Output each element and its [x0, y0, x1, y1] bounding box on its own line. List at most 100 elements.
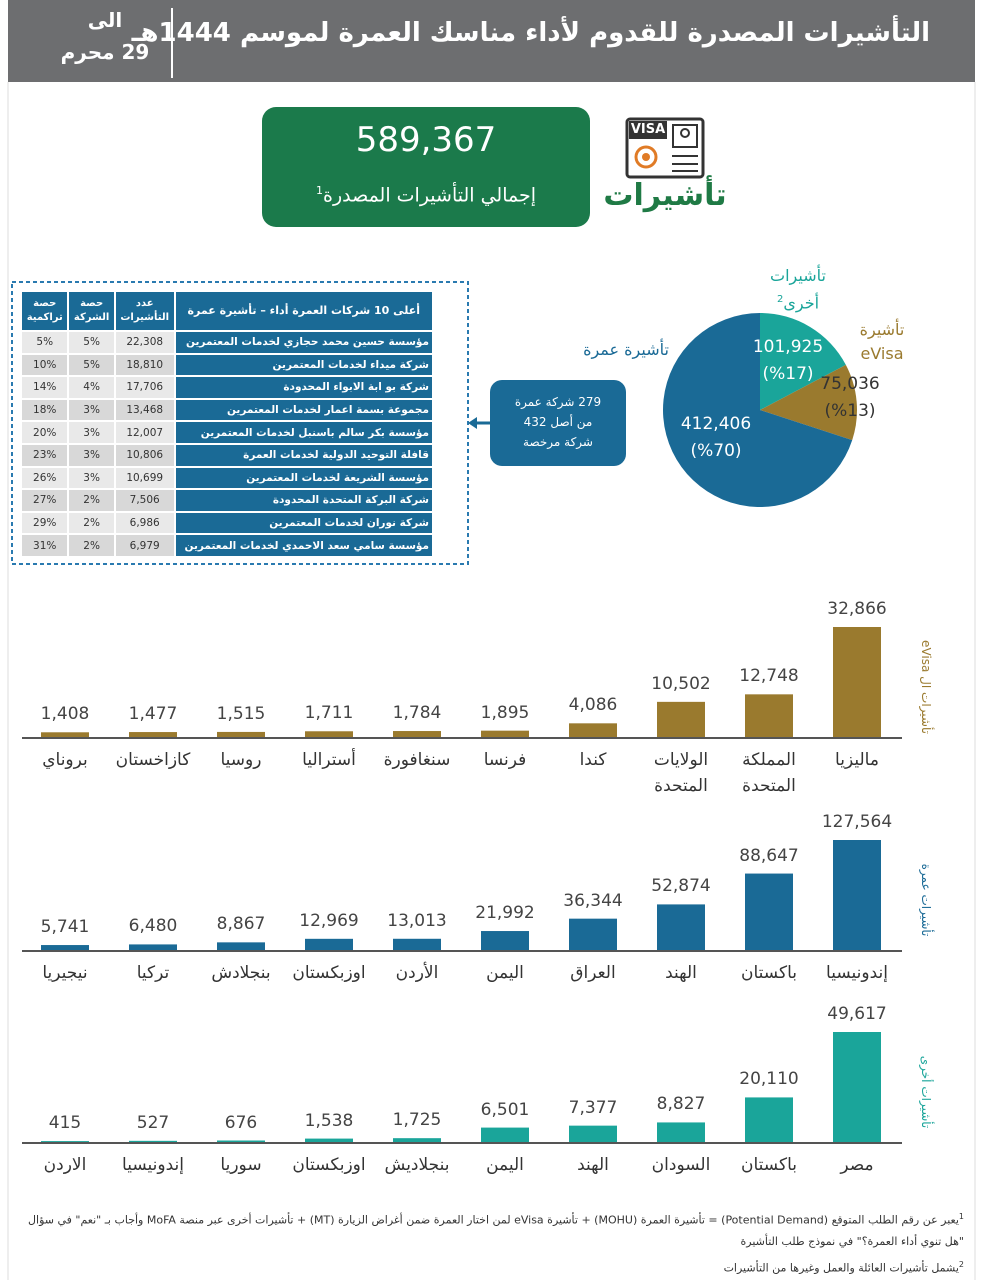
table-header-cell: أعلى 10 شركات العمرة أداء – تأشيرة عمرة	[173, 290, 435, 332]
value-label: 52,874	[651, 876, 711, 897]
table-row: مؤسسة سامي سعد الاحمدي لخدمات المعتمرين 6…	[19, 533, 435, 558]
table-name-cell: مؤسسة حسين محمد حجازي لخدمات المعتمرين	[173, 330, 435, 355]
value-label: 1,477	[128, 704, 178, 725]
category-label: سوريا	[220, 1155, 262, 1175]
value-label: 1,725	[392, 1110, 442, 1131]
table-name-cell: مؤسسة بكر سالم باسنبل لخدمات المعتمرين	[173, 420, 435, 445]
callout-line: 279 شركة عمرة	[514, 395, 602, 409]
table-row: مؤسسة حسين محمد حجازي لخدمات المعتمرين 22…	[19, 330, 435, 355]
category-label: الولايات المتحدة	[653, 750, 709, 796]
pie-value-label: 101,925	[752, 337, 824, 357]
value-label: 1,711	[304, 703, 354, 724]
table-name-cell: مؤسسة سامي سعد الاحمدي لخدمات المعتمرين	[173, 533, 435, 558]
table-header-cell: عدد التأشيرات	[113, 290, 176, 332]
category-label: بنجلاديش	[384, 1155, 450, 1175]
table-number-cell: 3%	[67, 442, 116, 468]
table-number-cell: 6,979	[113, 533, 176, 558]
category-label: الهند	[665, 963, 697, 983]
bar	[833, 627, 881, 737]
callout-arrowhead	[468, 417, 477, 429]
category-label: اليمن	[486, 963, 524, 983]
table-name-cell: شركة نوران لخدمات المعتمرين	[173, 510, 435, 536]
pie-slice	[662, 313, 853, 507]
callout-box	[490, 380, 626, 466]
table-number-cell: 14%	[19, 375, 70, 400]
category-label: ماليزيا	[835, 750, 879, 770]
icon-label: تأشيرات	[603, 178, 727, 213]
value-label: 8,827	[656, 1094, 706, 1115]
table-number-cell: 5%	[67, 330, 116, 355]
icon-text: VISA	[630, 122, 666, 137]
table-number-cell: 13,468	[113, 397, 176, 423]
bar	[129, 732, 177, 737]
footnote-mark: 1	[958, 1212, 964, 1221]
table-row: مجموعة بسمة اعمار لخدمات المعتمرين 13,468…	[19, 397, 435, 423]
table-header-cell: حصة تراكمية	[19, 290, 70, 332]
table-number-cell: 31%	[19, 533, 70, 558]
category-label: سنغافورة	[383, 750, 451, 770]
pie-value-label: 412,406	[680, 414, 752, 434]
pie-percent-label: (%13)	[824, 401, 876, 421]
table-number-cell: 7,506	[113, 488, 176, 513]
pie-percent-label: (%70)	[690, 441, 742, 461]
pie-category: تأشيرة عمرة	[583, 340, 669, 359]
table-number-cell: 3%	[67, 397, 116, 423]
value-label: 4,086	[568, 695, 618, 716]
bar	[745, 1097, 793, 1142]
bar	[657, 1122, 705, 1142]
table-name-cell: شركة البركة المتحدة المحدودة	[173, 488, 435, 513]
category-label: فرنسا	[483, 750, 527, 770]
footnote-mark: 2	[958, 1259, 964, 1269]
bar	[481, 1127, 529, 1142]
table-number-cell: 4%	[67, 375, 116, 400]
pie-note: 2	[776, 294, 784, 305]
table-name-cell: مؤسسة الشريعة لخدمات المعتمرين	[173, 465, 435, 491]
table-number-cell: 26%	[19, 465, 70, 491]
category-label: العراق	[570, 963, 616, 983]
bar	[569, 723, 617, 737]
table-row: شركة بو ابة الابواء المحدودة 17,706 4% 14%	[19, 375, 435, 400]
callout: 279 شركة عمرة من أصل 432 شركة مرخصة	[490, 392, 626, 452]
table-number-cell: 10,699	[113, 465, 176, 491]
category-label: روسيا	[220, 750, 262, 770]
table-number-cell: 3%	[67, 420, 116, 445]
pie-slice	[760, 364, 857, 441]
value-label: 1,408	[40, 704, 90, 725]
value-label: 5,741	[40, 917, 90, 938]
category-label: بروناي	[42, 750, 88, 770]
kpi-value: 589,367	[355, 120, 497, 160]
table-number-cell: 29%	[19, 510, 70, 536]
bar	[129, 944, 177, 950]
footnotes: 1يعبر عن رقم الطلب المتوقع (Potential De…	[24, 1206, 964, 1278]
table-number-cell: 22,308	[113, 330, 176, 355]
bar	[393, 938, 441, 950]
bar	[745, 873, 793, 950]
category-label: اوزبكستان	[292, 1155, 366, 1175]
value-label: 88,647	[739, 845, 799, 866]
value-label: 1,515	[216, 703, 266, 724]
table-header-row: أعلى 10 شركات العمرة أداء – تأشيرة عمرة ع…	[19, 290, 435, 332]
header-bar	[8, 0, 975, 82]
table-number-cell: 12,007	[113, 420, 176, 445]
bar	[481, 730, 529, 737]
table-row: مؤسسة بكر سالم باسنبل لخدمات المعتمرين 12…	[19, 420, 435, 445]
page-title: التأشيرات المصدرة للقدوم لأداء مناسك الع…	[131, 18, 930, 48]
pie-label: تأشيرة eVisa	[852, 318, 912, 366]
bar	[481, 931, 529, 950]
value-label: 1,784	[392, 703, 442, 724]
bar	[129, 1140, 177, 1142]
kpi-note: 1	[315, 184, 323, 197]
bar	[217, 731, 265, 737]
pie-label: تأشيرة عمرة	[571, 338, 681, 362]
table-number-cell: 2%	[67, 510, 116, 536]
callout-line: من أصل 432	[523, 415, 593, 429]
table-row: شركة نوران لخدمات المعتمرين 6,986 2% 29%	[19, 510, 435, 536]
pie-category: تأشيرة eVisa	[859, 320, 905, 363]
value-label: 127,564	[821, 812, 893, 832]
category-label: أستراليا	[302, 750, 356, 770]
kpi-label-wrap: إجمالي التأشيرات المصدرة1	[262, 184, 590, 206]
category-label: الهند	[577, 1155, 609, 1175]
table-number-cell: 20%	[19, 420, 70, 445]
table-number-cell: 10,806	[113, 442, 176, 468]
